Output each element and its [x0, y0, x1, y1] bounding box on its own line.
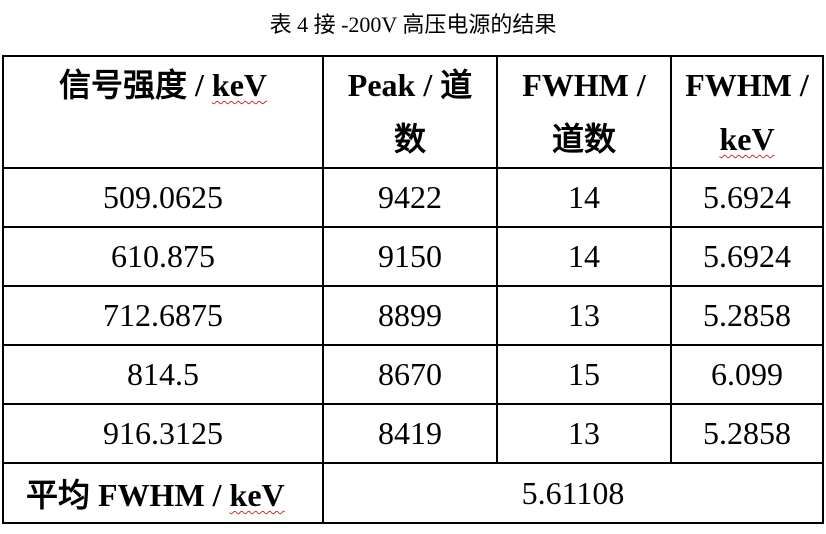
cell-peak: 8670: [322, 344, 498, 405]
header-fwhm-kev: FWHM / keV: [670, 55, 824, 169]
cell-signal: 712.6875: [2, 285, 324, 346]
cell-peak: 9150: [322, 226, 498, 287]
cell-fwhm-kev: 6.099: [670, 344, 824, 405]
average-row: 平均 FWHM / keV 5.61108: [2, 462, 824, 524]
cell-fwhm-kev: 5.6924: [670, 226, 824, 287]
table-row: 712.6875 8899 13 5.2858: [2, 285, 824, 346]
header-fwhm-kev-unit: keV: [719, 121, 775, 157]
average-value: 5.61108: [322, 462, 824, 524]
table-caption: 表 4 接 -200V 高压电源的结果: [269, 12, 557, 37]
table-row: 509.0625 9422 14 5.6924: [2, 167, 824, 228]
header-fwhm-ch-line1: FWHM /: [522, 67, 646, 103]
average-label: 平均 FWHM / keV: [2, 462, 324, 524]
cell-fwhm-channels: 13: [496, 285, 672, 346]
average-label-unit: keV: [229, 477, 285, 513]
cell-fwhm-channels: 14: [496, 167, 672, 228]
header-signal-strength: 信号强度 / keV: [2, 55, 324, 169]
cell-signal: 509.0625: [2, 167, 324, 228]
results-table: 信号强度 / keV Peak / 道 数 FWHM / 道数 FWHM / k…: [2, 55, 824, 524]
table-row: 916.3125 8419 13 5.2858: [2, 403, 824, 464]
cell-signal: 610.875: [2, 226, 324, 287]
cell-signal: 814.5: [2, 344, 324, 405]
header-peak: Peak / 道 数: [322, 55, 498, 169]
cell-fwhm-kev: 5.2858: [670, 285, 824, 346]
cell-peak: 9422: [322, 167, 498, 228]
header-row: 信号强度 / keV Peak / 道 数 FWHM / 道数 FWHM / k…: [2, 55, 824, 169]
cell-peak: 8899: [322, 285, 498, 346]
header-fwhm-channels: FWHM / 道数: [496, 55, 672, 169]
average-label-text: 平均 FWHM /: [26, 477, 230, 513]
cell-fwhm-kev: 5.2858: [670, 403, 824, 464]
cell-fwhm-channels: 13: [496, 403, 672, 464]
header-fwhm-ch-line2: 道数: [551, 121, 616, 157]
header-signal-text: 信号强度 /: [58, 67, 212, 103]
header-peak-line1: Peak / 道: [347, 67, 473, 103]
cell-fwhm-channels: 14: [496, 226, 672, 287]
table-row: 814.5 8670 15 6.099: [2, 344, 824, 405]
cell-fwhm-channels: 15: [496, 344, 672, 405]
cell-fwhm-kev: 5.6924: [670, 167, 824, 228]
cell-signal: 916.3125: [2, 403, 324, 464]
header-fwhm-kev-line1: FWHM /: [685, 67, 809, 103]
header-peak-line2: 数: [393, 121, 426, 157]
table-row: 610.875 9150 14 5.6924: [2, 226, 824, 287]
cell-peak: 8419: [322, 403, 498, 464]
header-signal-unit: keV: [211, 67, 267, 103]
